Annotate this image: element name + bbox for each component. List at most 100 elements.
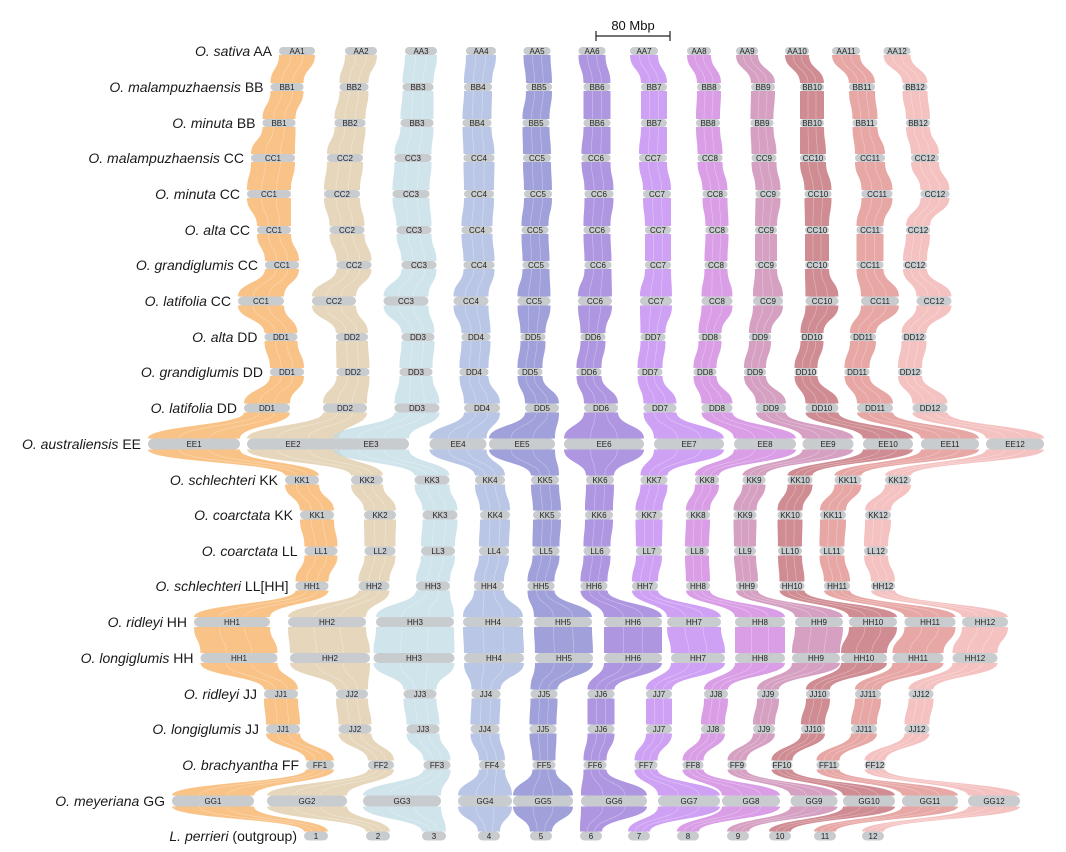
synteny-strand: [378, 555, 386, 582]
synteny-strand: [769, 197, 773, 227]
synteny-strand: [594, 806, 626, 832]
synteny-ribbon: [267, 769, 394, 796]
synteny-strand: [401, 590, 428, 618]
chromosome-label: 12: [869, 832, 878, 841]
chromosome-bar: [906, 119, 930, 127]
synteny-strand: [640, 555, 646, 582]
species-name: O. latifolia: [145, 293, 207, 309]
synteny-ribbon: [750, 91, 775, 119]
chromosome-bar: [643, 403, 677, 413]
chromosome-bar: [733, 510, 757, 520]
chromosome-bar: [338, 724, 372, 734]
synteny-strand: [339, 590, 380, 618]
synteny-strand: [832, 590, 922, 618]
chromosome-bar: [531, 475, 559, 485]
chromosome-label: EE9: [820, 440, 836, 449]
synteny-strand: [740, 484, 751, 511]
chromosome-bar: [524, 190, 552, 198]
synteny-strand: [935, 412, 1026, 439]
synteny-ribbon: [856, 269, 899, 297]
chromosome-bar: [247, 190, 291, 198]
chromosome-label: BB8: [700, 119, 716, 128]
synteny-ribbon: [257, 234, 299, 261]
synteny-strand: [711, 412, 756, 439]
synteny-ribbon: [288, 627, 370, 653]
synteny-strand: [880, 412, 961, 439]
genome-label: O. minuta CC: [155, 186, 240, 202]
chromosome-bar: [630, 47, 658, 55]
chromosome-label: CC7: [650, 261, 667, 270]
genome-type: KK: [259, 472, 278, 488]
synteny-strand: [803, 449, 897, 476]
synteny-strand: [361, 484, 376, 511]
synteny-ribbon: [523, 162, 552, 190]
synteny-ribbon: [902, 91, 930, 119]
synteny-strand: [761, 268, 764, 297]
chromosome-bar: [336, 333, 368, 341]
synteny-strand: [785, 484, 797, 511]
chromosome-bar: [908, 689, 934, 699]
chromosome-bar: [805, 226, 829, 234]
synteny-strand: [347, 197, 354, 227]
chromosome-label: EE11: [941, 440, 961, 449]
chromosome-bar: [855, 154, 885, 162]
synteny-strand: [326, 268, 349, 297]
synteny-ribbon: [755, 198, 781, 226]
chromosome-label: BB7: [646, 119, 662, 128]
genome-label: O. sativa AA: [195, 43, 273, 59]
chromosome-bar: [634, 760, 658, 770]
synteny-ribbon: [580, 590, 662, 617]
synteny-ribbon: [686, 590, 785, 617]
synteny-strand: [340, 233, 349, 262]
synteny-strand: [827, 555, 834, 582]
synteny-strand: [531, 161, 534, 191]
synteny-strand: [388, 769, 433, 796]
genome-label: O. brachyantha FF: [182, 757, 299, 773]
chromosome-label: KK8: [699, 476, 715, 485]
chromosome-bar: [636, 546, 662, 556]
synteny-strand: [879, 555, 888, 582]
synteny-strand: [339, 626, 344, 654]
synteny-strand: [758, 340, 765, 369]
chromosome-label: DD4: [468, 333, 485, 342]
synteny-strand: [448, 449, 486, 476]
chromosome-label: JJ1: [275, 690, 288, 699]
chromosome-label: CC7: [648, 297, 665, 306]
chromosome-label: BB9: [754, 119, 770, 128]
chromosome-label: JJ7: [653, 725, 666, 734]
synteny-strand: [502, 626, 505, 654]
chromosome-bar: [581, 154, 611, 162]
synteny-strand: [532, 806, 538, 832]
synteny-ribbon: [290, 663, 370, 690]
chromosome-label: DD2: [337, 404, 354, 413]
genome-label: O. coarctata LL: [202, 543, 298, 559]
chromosome-label: LL2: [373, 547, 387, 556]
synteny-ribbon: [769, 806, 895, 832]
chromosome-bar: [864, 760, 886, 770]
synteny-ribbon: [832, 55, 875, 83]
chromosome-bar: [834, 475, 862, 485]
synteny-ribbon: [474, 555, 509, 582]
genome-label: O. malampuzhaensis BB: [109, 79, 263, 95]
chromosome-bar: [329, 226, 365, 234]
chromosome-bar: [640, 333, 666, 341]
synteny-ribbon: [639, 162, 671, 190]
chromosome-label: JJ8: [707, 725, 720, 734]
genome-labels: O. sativa AA O. malampuzhaensis BB O. minu…: [22, 43, 299, 844]
synteny-strand: [871, 733, 914, 761]
synteny-strand: [588, 268, 594, 297]
synteny-strand: [536, 555, 542, 582]
synteny-strand: [267, 233, 277, 262]
synteny-strand: [700, 340, 707, 369]
chromosome-bar: [824, 581, 850, 591]
synteny-ribbon: [908, 663, 998, 690]
synteny-strand: [795, 590, 882, 618]
synteny-strand: [716, 698, 721, 725]
chromosome-bar: [801, 724, 825, 734]
synteny-strand: [719, 233, 722, 262]
chromosome-bar: [339, 83, 369, 91]
chromosome-bar: [755, 261, 777, 269]
synteny-links: [148, 54, 1044, 832]
synteny-ribbon: [527, 590, 592, 617]
synteny-ribbon: [194, 590, 329, 617]
